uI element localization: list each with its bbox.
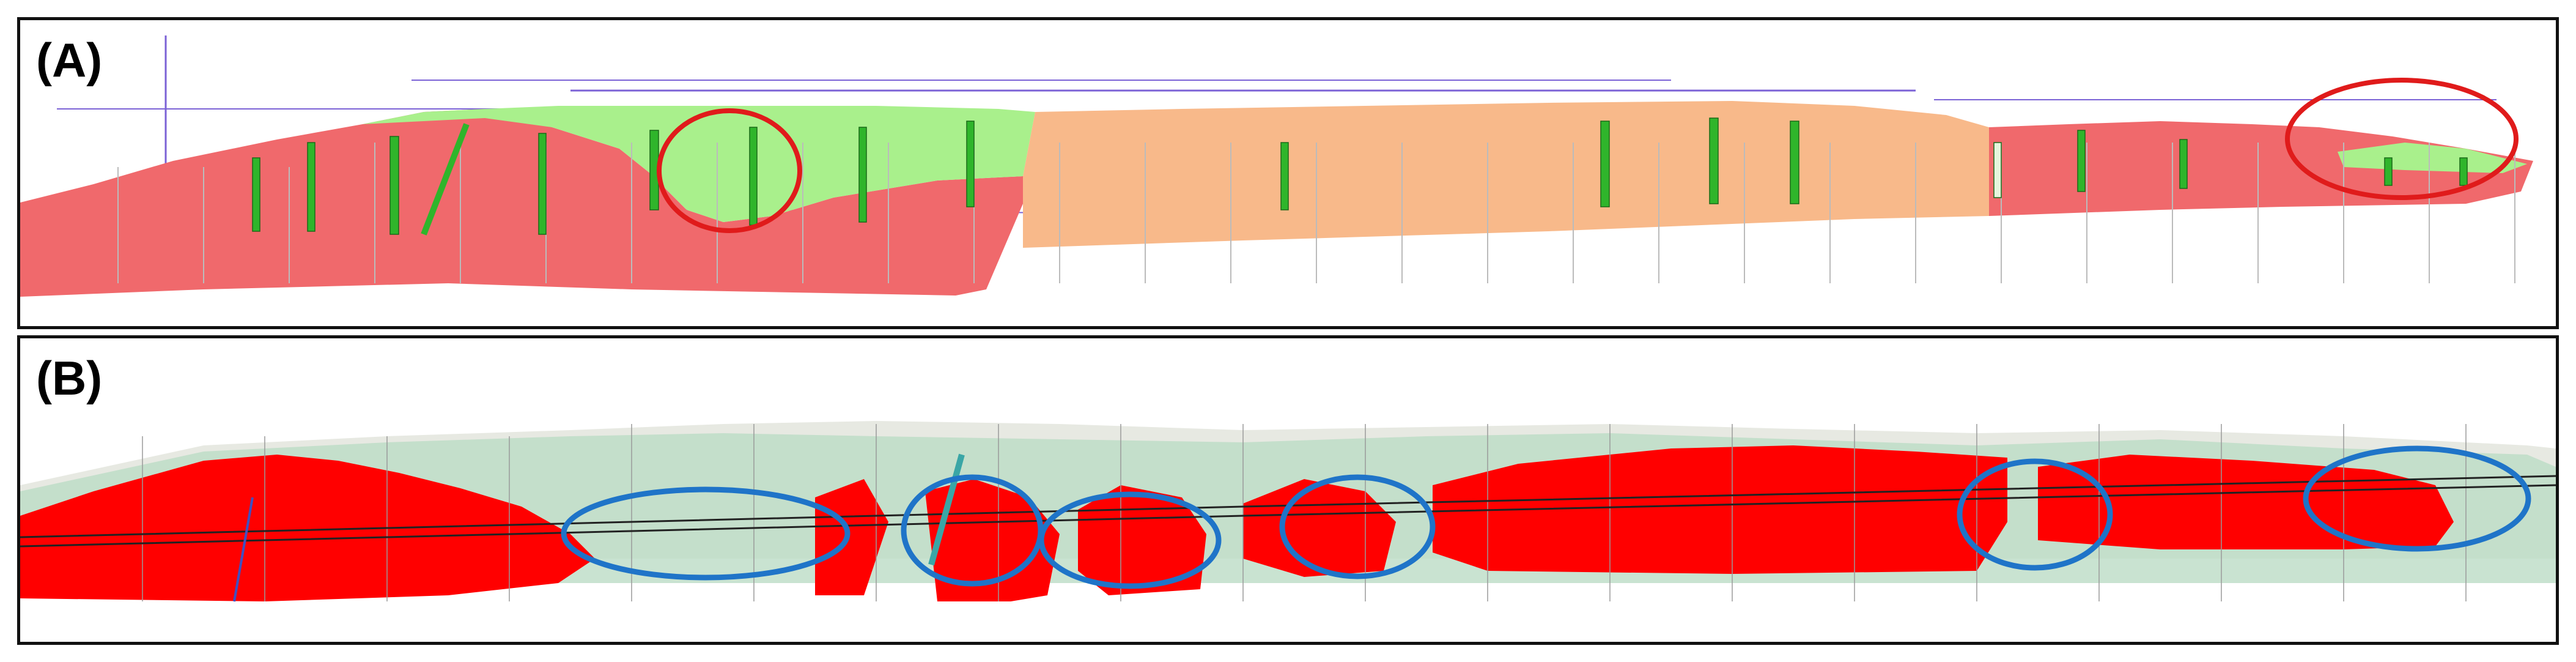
station-grid-a bbox=[117, 143, 2515, 283]
red-zone-b6 bbox=[1433, 445, 2007, 574]
blue-ellipse-6 bbox=[2303, 445, 2531, 552]
red-ellipse-2 bbox=[2285, 78, 2519, 200]
inclined-line-b1 bbox=[233, 497, 254, 602]
panel-b-section bbox=[20, 421, 2556, 602]
inclined-borehole bbox=[421, 123, 470, 236]
blue-ellipse-4 bbox=[1279, 474, 1436, 579]
tunnel-alignment bbox=[20, 475, 2556, 548]
panel-a: (A) bbox=[17, 17, 2559, 329]
zone-orange bbox=[1023, 101, 1989, 248]
blue-ellipse-3 bbox=[1038, 491, 1222, 589]
station-grid-b bbox=[142, 424, 2467, 601]
panel-b-label: (B) bbox=[36, 351, 103, 405]
zone-green-left bbox=[363, 106, 1035, 222]
red-zone-b7 bbox=[2038, 455, 2454, 549]
panel-a-section bbox=[20, 35, 2533, 297]
red-zone-b4 bbox=[1078, 485, 1206, 595]
blue-ellipse-1 bbox=[561, 486, 851, 581]
red-zone-b1 bbox=[20, 455, 595, 601]
panel-a-label: (A) bbox=[36, 33, 103, 87]
red-ellipse-1 bbox=[657, 108, 802, 233]
red-zone-b3 bbox=[925, 479, 1060, 601]
inclined-line-b2 bbox=[928, 453, 965, 566]
blue-ellipse-5 bbox=[1957, 458, 2113, 571]
zone-red-left bbox=[20, 109, 1023, 297]
red-zone-b2 bbox=[815, 479, 888, 595]
panel-b: (B) bbox=[17, 335, 2559, 645]
boreholes-a bbox=[252, 117, 2468, 235]
